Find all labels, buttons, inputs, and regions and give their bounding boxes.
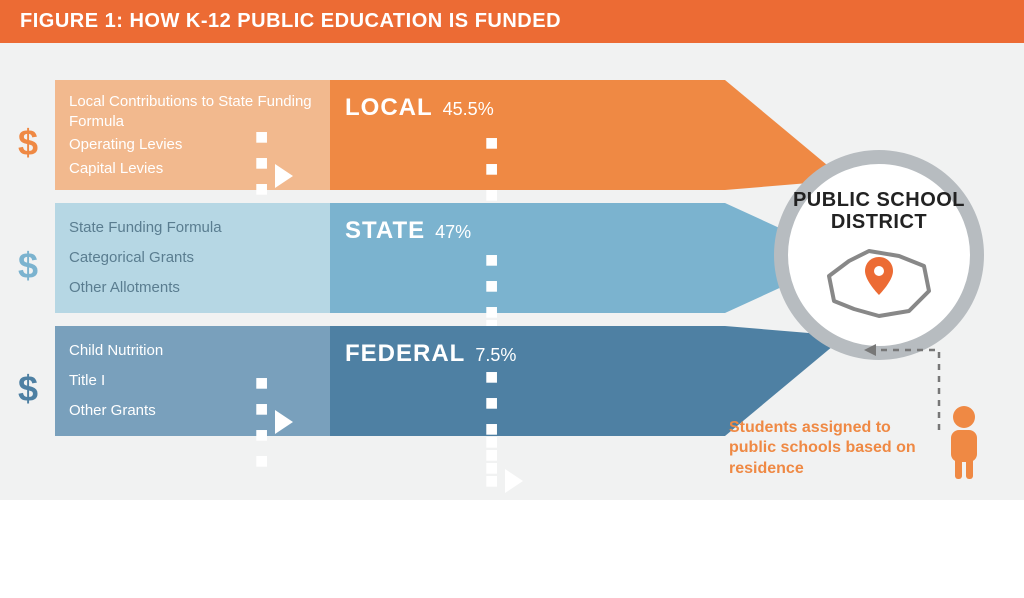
figure-body: $ $ $ Local Contributions to State Fundi… — [0, 50, 1024, 500]
figure-root: FIGURE 1: HOW K-12 PUBLIC EDUCATION IS F… — [0, 0, 1024, 500]
residence-caption: Students assigned to public schools base… — [729, 418, 929, 480]
label-text: FEDERAL — [345, 340, 465, 367]
dollar-icon-state: $ — [18, 245, 38, 287]
dotted-arrow-icon: ■ ■ ■ ■ — [255, 370, 293, 474]
dotted-arrow-icon: ■ ■ ■ ■ ■ ■ ■ ■ ■ — [485, 364, 523, 598]
dollar-icon-local: $ — [18, 122, 38, 164]
list-item: State Funding Formula — [69, 218, 324, 238]
list-item: Child Nutrition — [69, 341, 324, 361]
district-map-icon — [824, 241, 934, 321]
person-icon — [944, 405, 984, 480]
pct-text: 7.5% — [475, 345, 516, 365]
pct-text: 45.5% — [443, 99, 494, 119]
band-state-label: STATE 47% — [345, 217, 471, 245]
dollar-icon-federal: $ — [18, 368, 38, 410]
band-state-items: State Funding Formula Categorical Grants… — [69, 213, 324, 303]
list-item: Other Allotments — [69, 278, 324, 298]
pct-text: 47% — [435, 222, 471, 242]
label-text: STATE — [345, 217, 425, 244]
list-item: Categorical Grants — [69, 248, 324, 268]
destination-circle: PUBLIC SCHOOL DISTRICT — [774, 150, 984, 360]
label-text: LOCAL — [345, 94, 433, 121]
band-local-label: LOCAL 45.5% — [345, 94, 494, 122]
figure-title: FIGURE 1: HOW K-12 PUBLIC EDUCATION IS F… — [0, 0, 1024, 43]
destination-label: PUBLIC SCHOOL DISTRICT — [788, 189, 970, 233]
